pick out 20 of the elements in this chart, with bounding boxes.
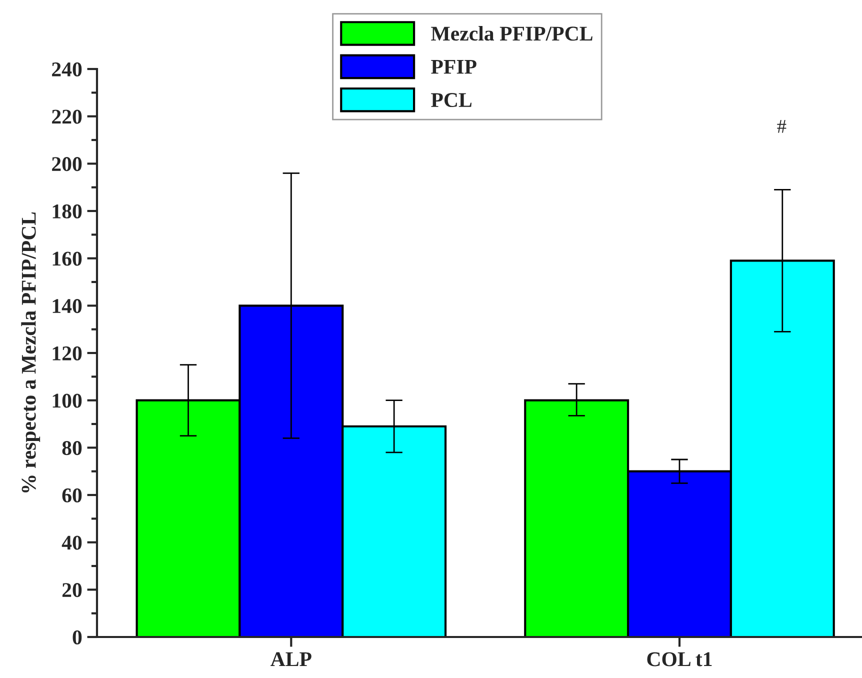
- legend-label: Mezcla PFIP/PCL: [431, 26, 592, 41]
- y-tick-label: 160: [52, 252, 82, 266]
- annotation: #: [777, 120, 786, 133]
- legend-label: PFIP: [431, 60, 476, 74]
- y-tick-label: 0: [72, 630, 82, 644]
- y-tick-label: 80: [62, 441, 82, 456]
- y-tick-label: 40: [62, 536, 82, 550]
- y-tick-label: 220: [52, 110, 82, 124]
- y-tick-label: 120: [52, 346, 82, 360]
- y-tick-label: 60: [62, 488, 82, 502]
- y-tick-label: 100: [52, 394, 82, 408]
- y-tick-label: 180: [52, 204, 82, 218]
- y-axis-title: % respecto a Mezcla PFIP/PCL: [21, 212, 40, 492]
- y-tick-label: 200: [52, 157, 82, 172]
- y-tick-label: 20: [62, 583, 82, 598]
- x-tick-label: ALP: [270, 652, 312, 666]
- x-tick-label: COL t1: [647, 652, 712, 666]
- y-tick-label: 140: [52, 299, 82, 314]
- legend-label: PCL: [431, 93, 472, 108]
- y-tick-label: 240: [52, 62, 82, 76]
